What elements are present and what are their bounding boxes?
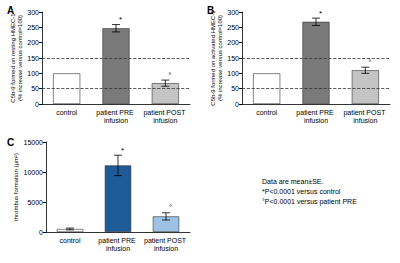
svg-text:200: 200 xyxy=(27,39,39,46)
svg-text:C5b-9 formed on activated HMEC: C5b-9 formed on activated HMEC-1 xyxy=(210,10,216,106)
svg-text:100: 100 xyxy=(27,70,39,77)
svg-text:C5b-9 formed on resting HMEC-1: C5b-9 formed on resting HMEC-1 xyxy=(10,13,16,103)
svg-text:(% increase versus control=100: (% increase versus control=100) xyxy=(217,15,223,101)
svg-text:°P<0.0001 versus patient PRE: °P<0.0001 versus patient PRE xyxy=(262,198,357,206)
svg-text:150: 150 xyxy=(227,55,239,62)
svg-text:*: * xyxy=(119,15,122,24)
svg-text:thrombus formation (µm²): thrombus formation (µm²) xyxy=(13,153,19,221)
svg-text:°: ° xyxy=(368,58,371,67)
svg-text:infusion: infusion xyxy=(304,117,328,124)
svg-text:infusion: infusion xyxy=(104,117,128,124)
svg-text:control: control xyxy=(56,109,77,116)
svg-text:300: 300 xyxy=(27,9,39,16)
svg-text:infusion: infusion xyxy=(353,117,377,124)
svg-text:B: B xyxy=(207,5,214,16)
svg-text:A: A xyxy=(7,5,14,16)
svg-text:100: 100 xyxy=(227,70,239,77)
svg-text:°: ° xyxy=(169,203,172,212)
svg-text:(% increase versus control=100: (% increase versus control=100) xyxy=(17,15,23,101)
svg-text:*: * xyxy=(319,9,322,18)
svg-text:C: C xyxy=(7,137,14,148)
svg-text:0: 0 xyxy=(235,101,239,108)
svg-text:300: 300 xyxy=(227,9,239,16)
svg-text:*P<0.0001 versus control: *P<0.0001 versus control xyxy=(262,188,341,195)
svg-text:infusion: infusion xyxy=(154,245,178,252)
svg-text:patient PRE: patient PRE xyxy=(296,109,335,117)
svg-text:patient POST: patient POST xyxy=(144,237,188,245)
svg-text:infusion: infusion xyxy=(153,117,177,124)
svg-text:patient POST: patient POST xyxy=(343,109,387,117)
svg-text:0: 0 xyxy=(39,229,43,236)
svg-text:50: 50 xyxy=(31,85,39,92)
svg-text:control: control xyxy=(59,237,80,244)
svg-text:control: control xyxy=(256,109,277,116)
svg-text:15000: 15000 xyxy=(24,139,44,146)
svg-text:200: 200 xyxy=(227,39,239,46)
svg-text:*: * xyxy=(121,146,124,155)
svg-text:0: 0 xyxy=(35,101,39,108)
svg-text:10000: 10000 xyxy=(24,169,44,176)
svg-text:5000: 5000 xyxy=(27,199,43,206)
svg-text:150: 150 xyxy=(27,55,39,62)
svg-text:250: 250 xyxy=(227,24,239,31)
svg-text:infusion: infusion xyxy=(106,245,130,252)
svg-text:250: 250 xyxy=(27,24,39,31)
svg-text:50: 50 xyxy=(231,85,239,92)
svg-text:patient PRE: patient PRE xyxy=(98,237,137,245)
svg-text:patient POST: patient POST xyxy=(143,109,187,117)
svg-text:Data are mean±SE.: Data are mean±SE. xyxy=(262,178,323,185)
svg-text:patient PRE: patient PRE xyxy=(96,109,135,117)
svg-text:°: ° xyxy=(168,71,171,80)
